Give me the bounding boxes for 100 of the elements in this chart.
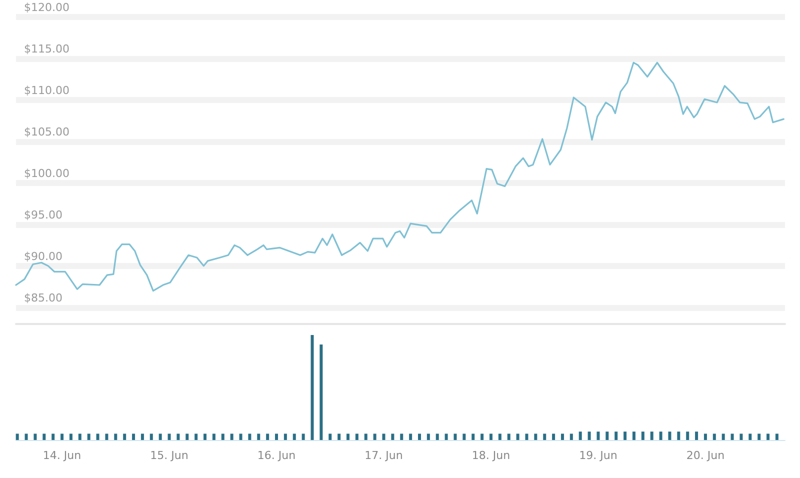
bar (614, 432, 618, 440)
x-tick-label: 18. Jun (472, 449, 510, 462)
bar (552, 434, 556, 440)
bar (534, 434, 538, 440)
bar (230, 434, 234, 440)
bar (444, 434, 448, 440)
bar (34, 434, 37, 440)
bar (730, 434, 734, 440)
bar (257, 434, 260, 440)
bar (766, 434, 770, 440)
bar (462, 434, 466, 440)
y-tick-label: $120.00 (24, 1, 70, 14)
bar (87, 434, 90, 440)
bar (346, 434, 350, 440)
bar (686, 432, 690, 440)
bar (204, 434, 207, 440)
bar (543, 434, 546, 440)
bar (42, 434, 46, 440)
bar (266, 434, 270, 440)
bar (588, 432, 591, 440)
bar (194, 434, 198, 440)
y-tick-label: $115.00 (24, 42, 70, 56)
bar (775, 434, 778, 440)
bar (239, 434, 242, 440)
bar (560, 434, 564, 440)
bar (96, 434, 100, 440)
bar (516, 434, 520, 440)
bar (284, 434, 287, 440)
bar (480, 434, 484, 440)
bar (150, 434, 153, 440)
bar (525, 434, 528, 440)
bar (168, 434, 171, 440)
bar (489, 434, 492, 440)
bar (16, 434, 19, 440)
bar (632, 432, 636, 440)
bar (69, 434, 72, 440)
y-tick-label: $100.00 (24, 166, 70, 180)
x-tick-label: 19. Jun (579, 449, 618, 462)
x-tick-label: 17. Jun (364, 449, 403, 462)
bar (176, 434, 180, 440)
bar (436, 434, 439, 440)
bar (677, 432, 680, 440)
bar (248, 434, 252, 440)
bar (132, 434, 136, 440)
bar (373, 434, 376, 440)
bar (606, 432, 609, 440)
bar (60, 434, 64, 440)
bar (52, 434, 55, 440)
bar (409, 434, 412, 440)
bar (78, 434, 82, 440)
bar (186, 434, 189, 440)
bar (748, 434, 752, 440)
bar (212, 434, 216, 440)
y-tick-label: $95.00 (24, 208, 62, 222)
bar (123, 434, 126, 440)
bar (668, 432, 672, 440)
bar (722, 434, 725, 440)
bar (328, 434, 332, 440)
bar (758, 434, 761, 440)
bar (320, 344, 323, 440)
x-tick-label: 14. Jun (42, 449, 82, 462)
bar (302, 434, 305, 440)
bar (650, 432, 654, 440)
bar (659, 432, 662, 440)
y-tick-label: $90.00 (24, 250, 62, 263)
bar (105, 434, 108, 440)
bar (507, 434, 510, 440)
bar (140, 434, 144, 440)
bar (400, 434, 404, 440)
bar (418, 434, 421, 440)
y-tick-label: $105.00 (24, 125, 70, 138)
bar (382, 434, 386, 440)
bar (596, 432, 600, 440)
y-tick-label: $85.00 (24, 291, 62, 304)
y-tick-label: $110.00 (24, 84, 70, 97)
bar (338, 434, 341, 440)
bar (221, 434, 224, 440)
x-tick-label: 20. Jun (686, 449, 725, 462)
bar (570, 434, 573, 440)
bar (426, 434, 430, 440)
bar (114, 434, 118, 440)
bar (391, 434, 394, 440)
bar (454, 434, 457, 440)
bar (740, 434, 743, 440)
bar (292, 434, 296, 440)
bar (712, 434, 716, 440)
x-tick-label: 16. Jun (257, 449, 296, 462)
bar (624, 432, 627, 440)
bar (641, 432, 644, 440)
bar (578, 432, 582, 440)
bar (695, 432, 698, 440)
bar (364, 434, 368, 440)
bar (310, 335, 314, 440)
bar (275, 434, 278, 440)
bar (158, 434, 162, 440)
bar (472, 434, 475, 440)
bar (704, 434, 707, 440)
bar (24, 434, 28, 440)
x-tick-label: 15. Jun (150, 449, 188, 462)
bar (498, 434, 502, 440)
